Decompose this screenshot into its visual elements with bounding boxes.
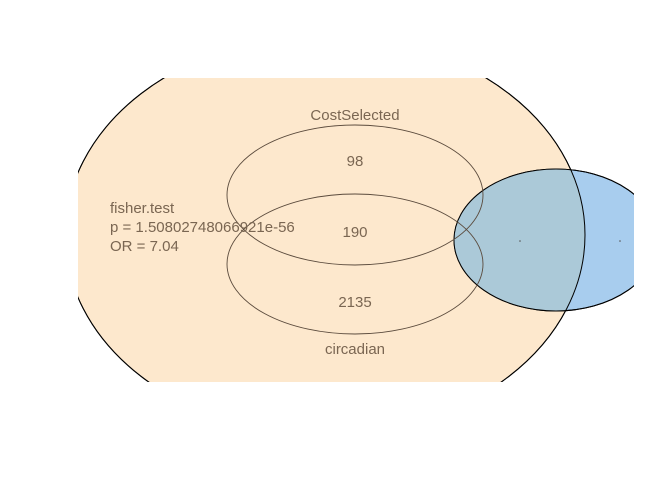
- circadian-label: circadian: [325, 341, 385, 358]
- cost-selected-ellipse: [226, 124, 484, 266]
- blue-set-outline: [453, 168, 634, 312]
- background-set-outline: [78, 78, 586, 382]
- cost-selected-only-count: 98: [347, 153, 364, 170]
- blue-edge-marker: [619, 240, 621, 242]
- test-name: fisher.test: [110, 200, 175, 217]
- intersection-count: 190: [342, 224, 367, 241]
- circadian-only-count: 2135: [338, 294, 371, 311]
- blue-overlap-region: [454, 169, 585, 311]
- circadian-ellipse: [226, 193, 484, 335]
- blue-center-marker: [519, 240, 521, 242]
- p-value: p = 1.50802748066921e-56: [110, 219, 295, 236]
- plot-region: [78, 78, 634, 382]
- odds-ratio: OR = 7.04: [110, 238, 179, 255]
- cost-selected-label: CostSelected: [310, 107, 399, 124]
